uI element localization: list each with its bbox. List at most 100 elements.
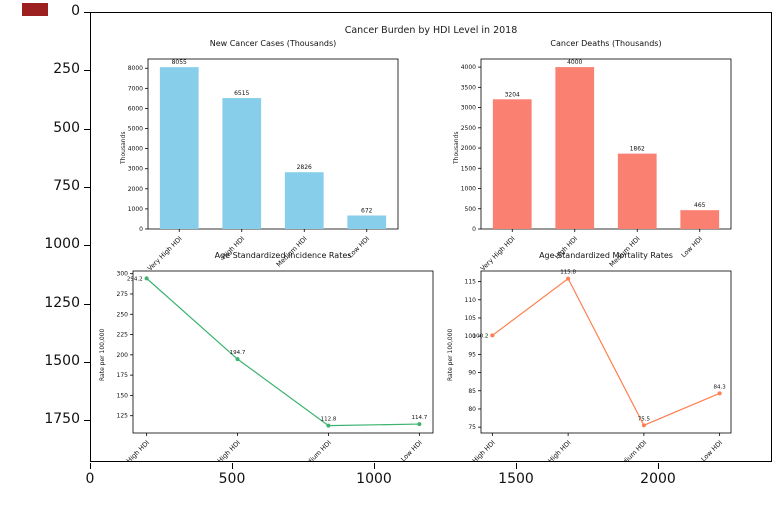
bar xyxy=(617,153,657,229)
x-category-label: Medium HDI xyxy=(299,439,333,461)
data-point xyxy=(641,423,646,428)
outer-y-tick-label: 1250 xyxy=(44,294,80,311)
y-tick-label: 200 xyxy=(117,352,129,359)
outer-plot-axes: Cancer Burden by HDI Level in 2018 New C… xyxy=(90,12,772,462)
x-category-label: Low HDI xyxy=(399,439,424,461)
point-label: 84.3 xyxy=(714,384,727,390)
outer-y-tick-label: 1000 xyxy=(44,236,80,253)
outer-y-tick-mark xyxy=(84,128,90,130)
bar xyxy=(347,215,387,229)
outer-y-tick-label: 250 xyxy=(53,61,80,78)
point-label: 100.2 xyxy=(473,333,489,339)
red-marker-icon xyxy=(22,3,48,16)
y-tick-label: 1000 xyxy=(128,206,143,213)
data-point xyxy=(566,276,571,281)
outer-y-tick-label: 1750 xyxy=(44,411,80,428)
plot-frame xyxy=(480,270,732,434)
outer-y-tick-mark xyxy=(84,420,90,422)
bar xyxy=(555,67,595,229)
outer-y-tick-mark xyxy=(84,186,90,188)
point-label: 194.7 xyxy=(230,350,246,356)
bar-value-label: 8055 xyxy=(172,59,187,66)
point-label: 294.2 xyxy=(127,276,143,282)
subplot-mortality-rates: Age Standardized Mortality Rates Rate pe… xyxy=(439,251,749,461)
y-tick-label: 1000 xyxy=(461,186,476,193)
bar xyxy=(492,99,532,229)
outer-x-tick-mark xyxy=(374,463,375,469)
outer-x-tick-label: 1500 xyxy=(498,471,534,487)
y-tick-label: 110 xyxy=(465,297,477,304)
y-tick-label: 115 xyxy=(465,279,477,286)
bar-value-label: 2826 xyxy=(297,164,312,171)
outer-x-tick-mark xyxy=(90,463,91,469)
data-point xyxy=(717,391,722,396)
y-tick-label: 95 xyxy=(468,351,476,358)
outer-y-tick-mark xyxy=(84,70,90,72)
outer-y-tick-mark xyxy=(84,245,90,247)
bar-value-label: 1862 xyxy=(630,146,645,153)
outer-y-tick-label: 750 xyxy=(53,177,80,194)
y-tick-label: 7000 xyxy=(128,85,143,92)
outer-x-tick-mark xyxy=(232,463,233,469)
y-tick-label: 5000 xyxy=(128,126,143,133)
y-tick-label: 80 xyxy=(468,406,476,413)
y-tick-label: 100 xyxy=(465,333,477,340)
line-series xyxy=(146,277,420,427)
outer-x-tick-label: 1000 xyxy=(356,471,392,487)
outer-x-tick-mark xyxy=(516,463,517,469)
bar-value-label: 3204 xyxy=(505,91,520,98)
outer-y-tick-label: 1500 xyxy=(44,352,80,369)
bar xyxy=(222,98,262,229)
y-tick-label: 2000 xyxy=(461,145,476,152)
x-category-label: Very High HDI xyxy=(459,439,497,461)
subplot-title: Age Standardized Mortality Rates xyxy=(539,251,673,260)
y-tick-label: 275 xyxy=(117,291,129,298)
x-category-label: High HDI xyxy=(216,439,242,461)
point-label: 75.5 xyxy=(638,416,651,422)
point-label: 115.8 xyxy=(560,270,576,276)
y-tick-label: 500 xyxy=(465,206,477,213)
bar xyxy=(680,210,720,229)
x-category-label: Very High HDI xyxy=(113,439,151,461)
bar-value-label: 672 xyxy=(361,207,373,214)
embedded-figure-image: Cancer Burden by HDI Level in 2018 New C… xyxy=(91,13,771,461)
line-chart-incidence-rates: 125 150 175 200 225 250 275 300 Very High HDI Hig… xyxy=(113,270,434,461)
bar-value-label: 465 xyxy=(694,202,706,209)
outer-y-tick-mark xyxy=(84,361,90,363)
outer-y-tick-label: 0 xyxy=(71,3,80,19)
y-tick-label: 8000 xyxy=(128,65,143,72)
y-tick-label: 3500 xyxy=(461,84,476,91)
x-category-label: High HDI xyxy=(546,439,572,461)
y-tick-label: 4000 xyxy=(128,146,143,153)
point-label: 114.7 xyxy=(411,415,427,421)
figure-suptitle: Cancer Burden by HDI Level in 2018 xyxy=(344,25,518,36)
y-tick-label: 3000 xyxy=(128,166,143,173)
line-chart-mortality-rates: 75 80 85 90 95 100 105 110 115 Very High HDI High … xyxy=(459,270,732,461)
bar xyxy=(159,67,199,229)
y-tick-label: 2500 xyxy=(461,125,476,132)
y-tick-label: 2000 xyxy=(128,186,143,193)
plot-frame xyxy=(132,270,434,434)
data-point xyxy=(235,357,240,362)
outer-y-tick-mark xyxy=(84,303,90,305)
bar-value-label: 6515 xyxy=(234,90,249,97)
y-tick-label: 225 xyxy=(117,332,129,339)
y-tick-label: 1500 xyxy=(461,165,476,172)
subplot-incidence-rates: Age Standardized Incidence Rates Rate pe… xyxy=(91,251,469,461)
data-point xyxy=(326,423,331,428)
subplot-title: Cancer Deaths (Thousands) xyxy=(550,39,662,48)
y-tick-label: 250 xyxy=(117,311,129,318)
subplot-title: New Cancer Cases (Thousands) xyxy=(209,39,337,48)
y-tick-label: 0 xyxy=(139,226,143,233)
point-label: 112.8 xyxy=(321,417,337,423)
outer-y-tick-mark xyxy=(84,12,90,13)
y-tick-label: 85 xyxy=(468,388,476,395)
y-tick-label: 4000 xyxy=(461,64,476,71)
y-tick-label: 300 xyxy=(117,271,129,278)
y-tick-label: 75 xyxy=(468,424,476,431)
subplot-new-cancer-cases: New Cancer Cases (Thousands) Thousands 0… xyxy=(106,39,416,272)
outer-x-tick-label: 2000 xyxy=(640,471,676,487)
